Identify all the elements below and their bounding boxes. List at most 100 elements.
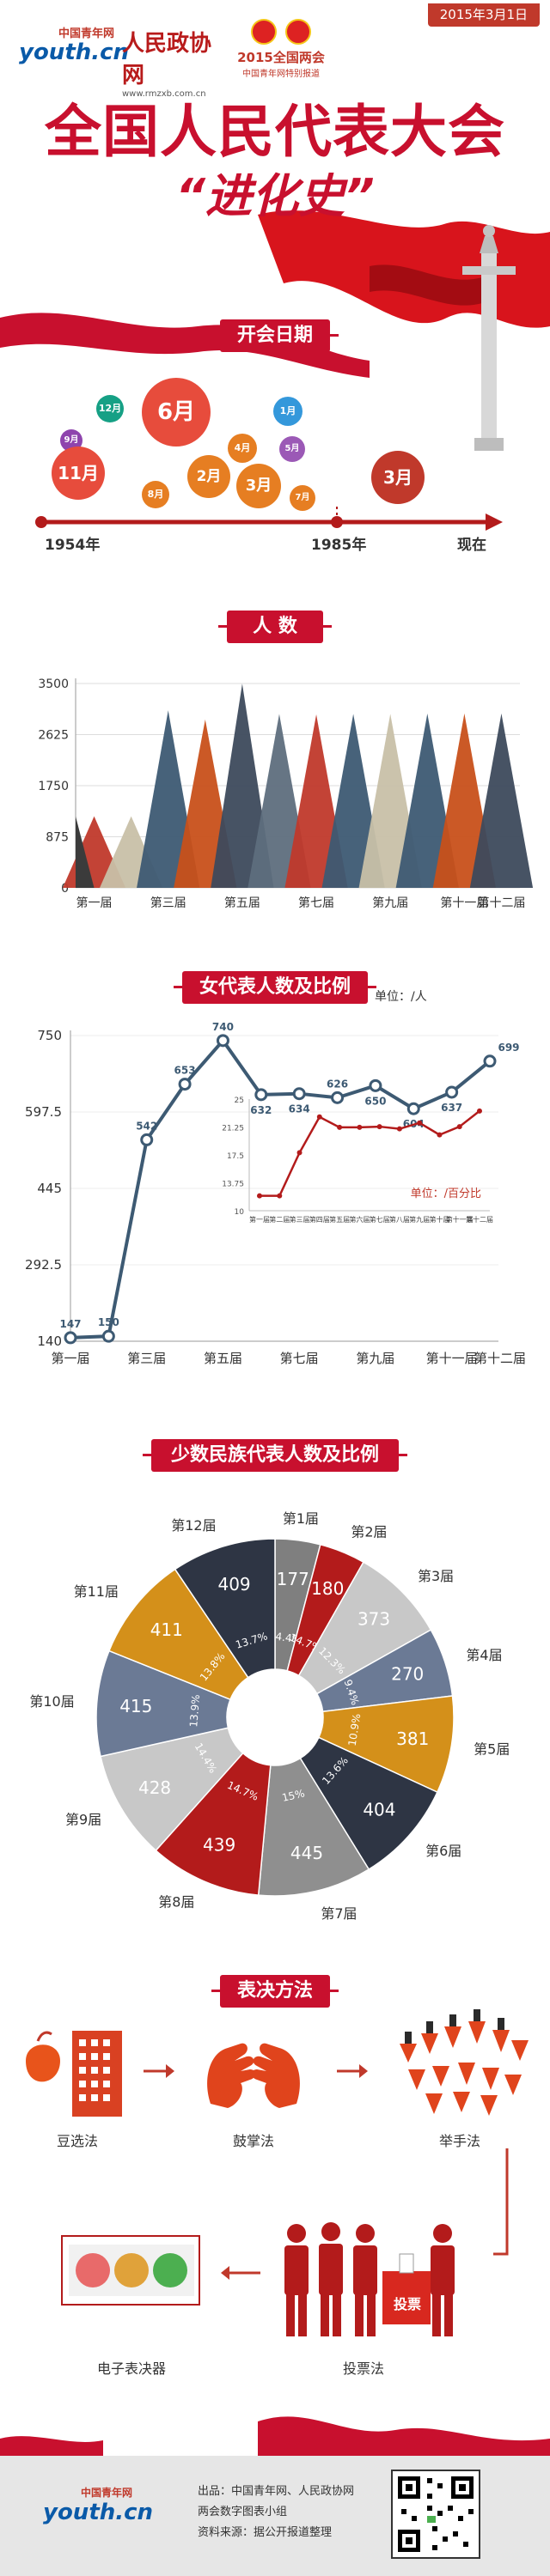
raising-hands-icon [400,2009,529,2116]
month-bubble: 6月 [142,378,211,447]
red-ribbon-decoration [0,210,550,378]
inset-y-tick-label: 10 [235,1208,245,1217]
pie-category-label: 第10届 [29,1693,74,1710]
inset-x-tick-label: 第九届 [409,1215,430,1224]
donut-hole [227,1669,323,1765]
inset-x-tick-label: 第十届 [429,1215,449,1224]
month-bubble: 3月 [236,464,281,508]
approve-button-icon [153,2253,187,2287]
inset-x-tick-label: 第四届 [309,1215,330,1224]
pie-category-label: 第12届 [171,1517,216,1534]
x-tick-label: 第七届 [280,1351,319,1366]
inset-point [316,1114,322,1120]
footer-logo-en: youth.cn [43,2500,154,2525]
women-point [331,1091,345,1104]
footer-line-2: 两会数字图表小组 [198,2506,288,2518]
timeline [35,507,503,531]
inset-point [477,1108,482,1114]
women-value-label: 650 [364,1095,386,1107]
y-tick-label: 292.5 [25,1257,62,1273]
inset-x-tick-label: 第八届 [389,1215,410,1224]
clapping-hands-icon [207,2043,300,2108]
emblem-icon [284,19,311,45]
women-value-label: 632 [250,1104,272,1116]
pie-value-label: 409 [217,1574,250,1595]
women-point [406,1102,420,1115]
women-line [70,1037,492,1340]
pie-category-label: 第11届 [74,1583,119,1600]
timeline-label-1985: 1985年 [311,537,367,554]
x-tick-label: 第九届 [372,896,408,910]
oppose-button-icon [76,2253,110,2287]
x-tick-label: 第五届 [224,896,260,910]
inset-y-tick-label: 25 [235,1097,244,1105]
x-tick-label: 第一届 [51,1351,89,1366]
people-triangle [469,713,534,888]
footer-logo: 中国青年网 youth.cn [43,2485,153,2525]
timeline-label-now: 现在 [457,537,486,554]
women-value-label: 147 [59,1318,81,1330]
section-methods-title: 表决方法 [211,1975,339,2008]
y-tick-label: 875 [46,831,69,845]
footer: 中国青年网 youth.cn 出品：中国青年网、人民政协网 两会数字图表小组 资… [0,2456,550,2576]
pie-pct-label: 13.9% [187,1694,202,1728]
month-bubble: 12月 [96,395,124,422]
section-people-title: 人 数 [218,611,332,643]
women-value-label: 634 [289,1103,310,1115]
arrow-down-connector [493,2148,509,2256]
y-tick-label: 140 [37,1334,62,1349]
x-tick-label: 第三届 [127,1351,166,1366]
section-women-title: 女代表人数及比例 [174,971,376,1004]
inset-x-tick-label: 第十二届 [466,1215,493,1224]
y-tick-label: 1750 [38,780,69,793]
pie-category-label: 第5届 [474,1741,510,1757]
pie-value-label: 428 [138,1777,171,1798]
pie-pct-label: 14.4% [268,1630,302,1646]
abstain-button-icon [114,2253,149,2287]
method-label-ballot: 投票法 [342,2360,384,2377]
y-tick-label: 3500 [38,677,69,691]
x-tick-label: 第一届 [76,896,113,910]
pie-category-label: 第9届 [65,1811,101,1827]
timeline-label-1954: 1954年 [45,537,101,554]
pie-value-label: 381 [396,1728,429,1749]
pie-value-label: 180 [311,1578,344,1599]
x-tick-label: 第三届 [150,896,186,910]
month-bubble: 2月 [187,455,230,498]
inset-point [337,1124,343,1130]
y-tick-label: 750 [37,1028,62,1043]
method-label-electronic: 电子表决器 [96,2360,166,2377]
y-tick-label: 0 [61,882,69,896]
inset-x-tick-label: 第五届 [329,1215,350,1224]
footer-line-1: 出品：中国青年网、人民政协网 [198,2485,355,2498]
emblem-icon [251,19,278,45]
inset-unit-label: 单位：/百分比 [411,1188,481,1200]
women-point [254,1088,268,1102]
women-value-label: 542 [136,1120,157,1132]
timeline-dot [35,516,47,528]
bottom-ribbon-decoration [0,2416,550,2456]
footer-credits: 出品：中国青年网、人民政协网 两会数字图表小组 资料来源：据公开报道整理 [198,2482,354,2543]
inset-point [277,1193,283,1199]
inset-x-tick-label: 第七届 [370,1215,390,1224]
inset-x-tick-label: 第三届 [290,1215,310,1224]
pie-pct-label: 10.9% [346,1713,364,1747]
rmzxb-logo: 人民政协网 www.rmzxb.com.cn [122,26,225,99]
lianghui-logo-t2: 中国青年网特别报道 [242,70,320,79]
x-tick-label: 第九届 [356,1351,394,1366]
inset-y-tick-label: 17.5 [227,1152,244,1161]
date-badge: 2015年3月1日 [427,3,540,27]
month-bubble: 5月 [279,436,305,462]
inset-y-tick-label: 21.25 [222,1125,244,1133]
lianghui-logo-t1: 2015全国两会 [237,50,325,65]
y-tick-label: 2625 [38,729,69,743]
month-bubble: 3月 [371,451,425,504]
y-tick-label: 445 [37,1181,62,1196]
method-label-hands: 举手法 [438,2133,480,2149]
pie-pct-label: 15% [281,1787,306,1804]
month-bubble: 1月 [273,397,302,426]
pie-value-label: 177 [277,1569,309,1589]
arrow-left-icon [221,2266,260,2280]
qr-code-icon[interactable] [391,2470,480,2559]
